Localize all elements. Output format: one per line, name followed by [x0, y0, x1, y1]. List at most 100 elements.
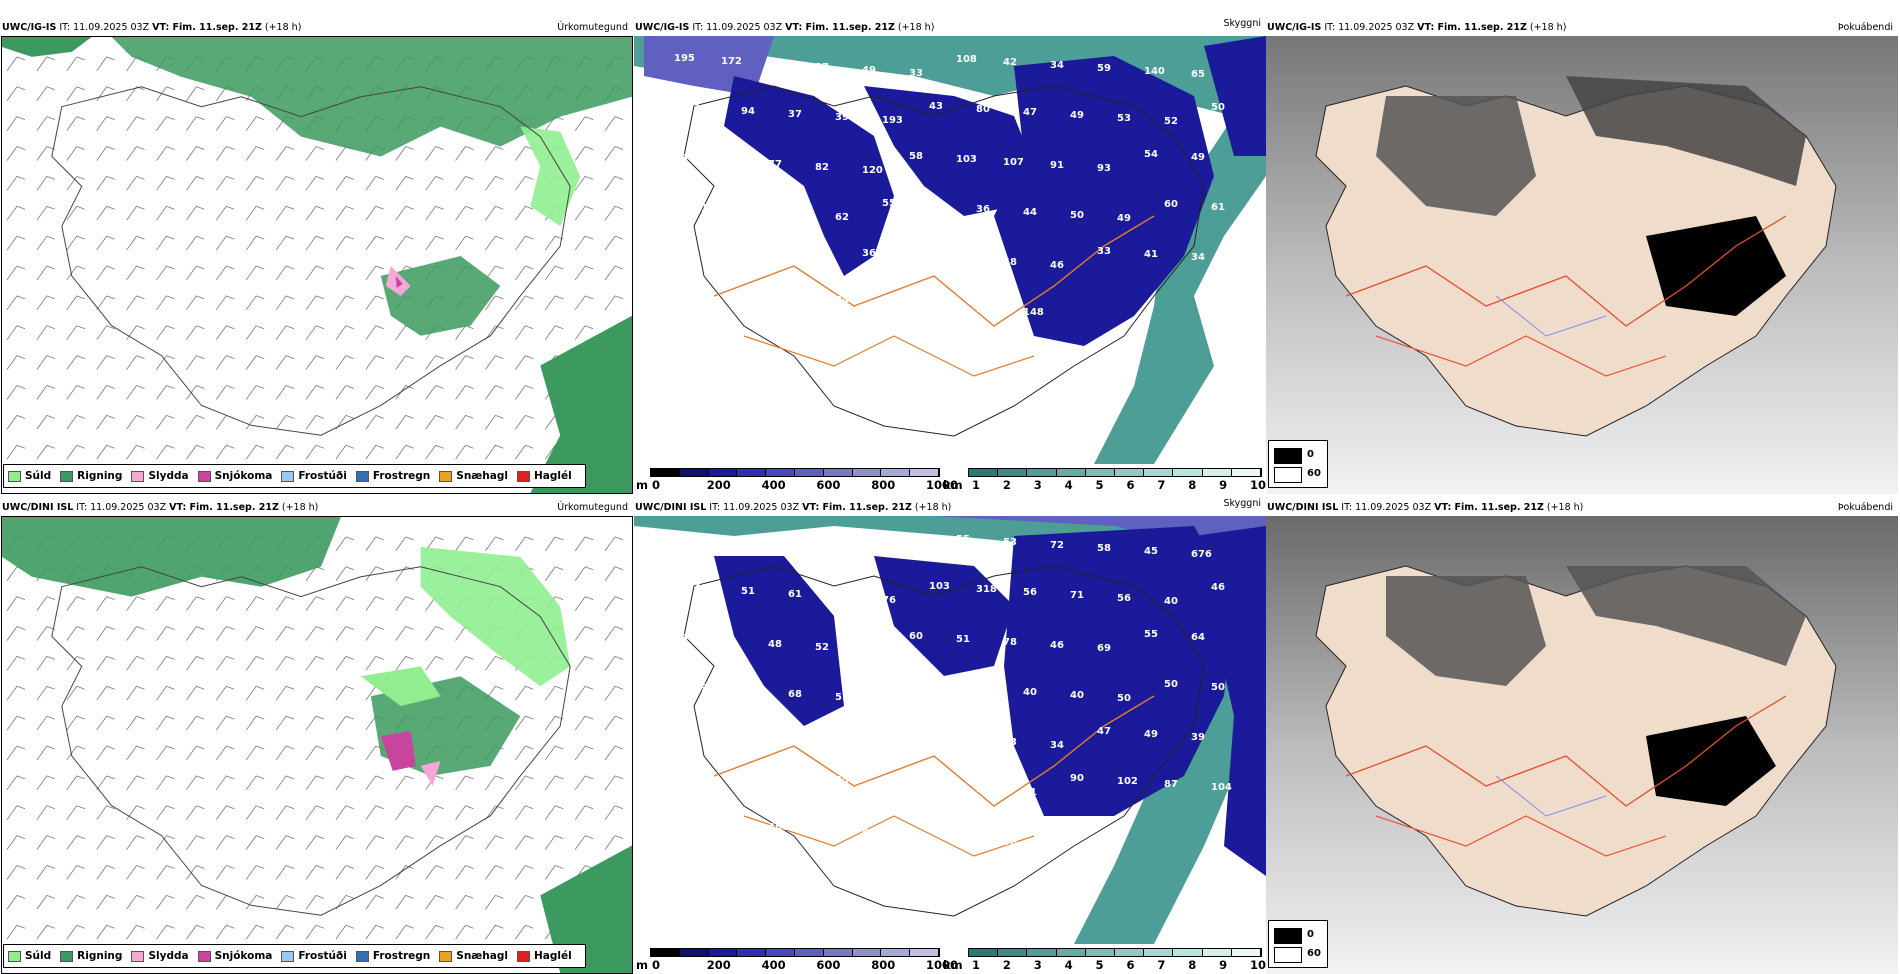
cloud-base-value: 48: [721, 256, 735, 267]
model-name: UWC/IG-IS: [2, 22, 57, 33]
legend-item-4: Frostúði: [281, 470, 347, 482]
cloud-base-labels: 65 45 55 48 50 45 55 53 72 58 45 676 49 51 61 35 76 103 31…: [674, 533, 1232, 848]
precip-panel-row1: UWC/IG-IS IT: 11.09.2025 03Z VT: Fim. 11…: [1, 22, 633, 494]
legend-swatch: [60, 950, 74, 962]
legend-label: Frostúði: [298, 470, 347, 482]
legend-label: Snæhagl: [456, 950, 508, 962]
cloud-base-value: 127: [721, 836, 742, 847]
cloud-base-value: 50: [1117, 693, 1131, 704]
colorbar-tick: 200: [706, 478, 731, 492]
colorbar-tick: 800: [871, 958, 896, 972]
cloud-base-value: 54: [929, 201, 943, 212]
cloud-base-value: 40: [1070, 690, 1084, 701]
cloud-base-value: 193: [768, 59, 789, 70]
cloud-base-value: 51: [741, 586, 755, 597]
precip-title: Úrkomutegund: [557, 22, 628, 33]
precip-map: [1, 516, 633, 974]
cloud-base-value: 54: [674, 733, 688, 744]
cloud-base-value: 51: [956, 634, 970, 645]
cloud-base-value: 50: [1211, 102, 1225, 113]
cloud-base-value: 40: [1023, 687, 1037, 698]
cloud-base-value: 35: [694, 303, 708, 314]
cloud-base-value: 59: [1097, 63, 1111, 74]
colorbar-tick: 400: [761, 958, 786, 972]
cloud-panel-row1: UWC/IG-IS IT: 11.09.2025 03Z VT: Fim. 11…: [634, 18, 1266, 494]
cloud-base-colorbar: [650, 948, 940, 957]
cloud-base-value: 58: [909, 151, 923, 162]
cloud-base-value: 248: [815, 825, 836, 836]
cloud-base-value: 91: [1050, 160, 1064, 171]
cloud-base-value: 55: [882, 198, 896, 209]
cloud-base-value: 486: [768, 822, 789, 833]
precip-panel-row2: UWC/DINI ISL IT: 11.09.2025 03Z VT: Fim.…: [1, 502, 633, 974]
cloud-base-value: 44: [1023, 207, 1037, 218]
cloud-base-value: 67: [929, 681, 943, 692]
init-time: IT: 11.09.2025 03Z: [56, 22, 153, 33]
colorbar-tick: 200: [706, 958, 731, 972]
cloud-base-value: 118: [882, 678, 903, 689]
legend-swatch: [439, 470, 453, 482]
cloud-panel-row2: UWC/DINI ISL IT: 11.09.2025 03Z VT: Fim.…: [634, 498, 1266, 974]
cloud-base-value: 84: [835, 295, 849, 306]
cloud-base-value: 40: [694, 783, 708, 794]
legend-item-7: Haglél: [516, 950, 572, 962]
cloud-base-value: 52: [1164, 116, 1178, 127]
colorbar-tick: 8: [1188, 958, 1197, 972]
legend-label: Snjókoma: [214, 950, 273, 962]
cloud-base-value: 62: [835, 212, 849, 223]
colorbar-tick: 5: [1095, 958, 1104, 972]
cloud-base-value: 33: [909, 68, 923, 79]
cloud-base-value: 55: [1144, 629, 1158, 640]
cloud-base-value: 65: [674, 533, 688, 544]
lead-time: (+18 h): [261, 22, 302, 33]
legend-swatch: [355, 470, 369, 482]
cloud-base-value: 162: [694, 103, 715, 114]
cloud-base-value: 34: [1050, 60, 1064, 71]
cloud-base-value: 102: [1117, 776, 1138, 787]
cloud-base-value: 104: [1211, 782, 1232, 793]
cloud-base-value: 82: [929, 301, 943, 312]
cloud-base-value: 34: [1191, 252, 1205, 263]
cloud-colorbars: m 0 200 400 600 800 1000 km 1 2 3 4 5 6 7 8 9 10: [634, 464, 1266, 494]
colorbar-tick: 2: [1002, 958, 1011, 972]
fog-map: [1266, 36, 1898, 494]
cloud-base-value: 37: [788, 109, 802, 120]
colorbar-tick: 0: [652, 478, 661, 492]
cloud-base-value: 57: [788, 209, 802, 220]
cloud-base-value: 46: [1211, 582, 1225, 593]
cloud-base-value: 49: [1117, 213, 1131, 224]
colorbar-tick: 4: [1064, 958, 1073, 972]
legend-item-2: Slydda: [131, 950, 189, 962]
cloud-base-value: 40: [1164, 596, 1178, 607]
colorbar-tick: 1: [972, 478, 981, 492]
legend-label: Slydda: [148, 470, 189, 482]
colorbar-tick: 3: [1033, 478, 1042, 492]
cloud-colorbars: m 0 200 400 600 800 1000 km 1 2 3 4 5 6 7 8 9 10: [634, 944, 1266, 974]
cloud-base-value: 48: [721, 736, 735, 747]
colorbar-tick: 0: [652, 958, 661, 972]
cloud-base-value: 38: [909, 731, 923, 742]
colorbar-tick: 6: [1126, 958, 1135, 972]
legend-label: Frostúði: [298, 950, 347, 962]
cloud-base-value: 44: [976, 684, 990, 695]
cloud-base-value: 53: [1003, 537, 1017, 548]
cloud-base-value: 45: [909, 548, 923, 559]
cloud-base-value: 195: [674, 53, 695, 64]
colorbar-tick: 3: [1033, 958, 1042, 972]
cloud-base-value: 45: [1144, 546, 1158, 557]
cloud-base-value: 49: [1070, 110, 1084, 121]
fog-panel-row2: UWC/DINI ISL IT: 11.09.2025 03Z VT: Fim.…: [1266, 502, 1898, 974]
cloud-base-value: 54: [1144, 149, 1158, 160]
cloud-base-value: 82: [815, 162, 829, 173]
legend-item-6: Snæhagl: [439, 470, 508, 482]
cloud-base-value: 107: [674, 833, 695, 844]
cloud-base-value: 48: [815, 542, 829, 553]
cloud-base-value: 53: [741, 206, 755, 217]
cloud-base-value: 94: [741, 106, 755, 117]
cloud-base-value: 51: [721, 636, 735, 647]
cloud-base-value: 64: [1191, 632, 1205, 643]
valid-time: VT: Fim. 11.sep. 21Z: [152, 22, 262, 33]
cloud-base-value: 46: [1050, 260, 1064, 271]
cloud-base-value: 45: [721, 536, 735, 547]
fog-legend: 0 60: [1268, 920, 1328, 968]
